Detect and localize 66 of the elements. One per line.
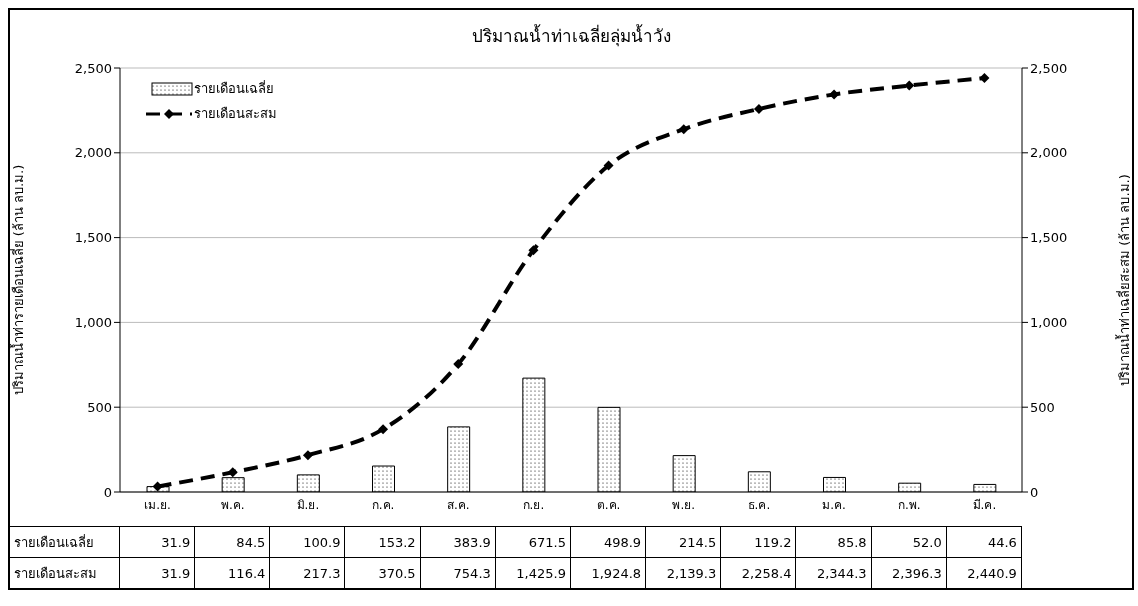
point <box>979 73 990 84</box>
x-tick-label: ธ.ค. <box>747 497 771 512</box>
data-label: 84.5 <box>195 527 271 557</box>
x-tick-label: มี.ค. <box>972 497 997 512</box>
y2-tick-label: 1,000 <box>1030 315 1068 331</box>
legend-label: รายเดือนเฉลี่ย <box>194 79 274 98</box>
x-tick-label: ต.ค. <box>596 497 621 512</box>
x-tick-label: พ.ย. <box>672 497 696 512</box>
point <box>904 80 915 91</box>
x-tick-label: ก.พ. <box>897 497 921 512</box>
x-tick-label: มิ.ย. <box>296 497 320 512</box>
data-label: 153.2 <box>345 527 421 557</box>
data-label: 2,258.4 <box>721 558 797 588</box>
point <box>378 424 389 435</box>
legend-label: รายเดือนสะสม <box>194 105 277 123</box>
data-label: 498.9 <box>570 527 647 557</box>
y2-tick-label: 2,500 <box>1030 60 1068 76</box>
data-label: 1,924.8 <box>570 558 647 588</box>
y2-tick-label: 1,500 <box>1030 230 1068 246</box>
point <box>453 359 464 370</box>
x-tick-label: พ.ค. <box>220 497 245 512</box>
x-tick-label: ก.ค. <box>371 497 395 512</box>
data-label: 52.0 <box>871 527 947 557</box>
data-label: 116.4 <box>195 558 271 588</box>
y-tick-label: 1,000 <box>74 315 112 331</box>
y-tick-label: 1,500 <box>74 230 112 246</box>
y2-tick-label: 500 <box>1030 399 1055 415</box>
data-label: 217.3 <box>270 558 346 588</box>
data-label: 2,396.3 <box>871 558 947 588</box>
data-label: 370.5 <box>345 558 421 588</box>
data-label: 383.9 <box>420 527 496 557</box>
data-label: 1,425.9 <box>495 558 571 588</box>
y-tick-label: 2,000 <box>74 145 112 161</box>
y-tick-label: 2,500 <box>74 60 112 76</box>
data-label: 2,440.9 <box>946 558 1022 588</box>
point <box>603 160 614 171</box>
x-tick-label: ส.ค. <box>446 497 470 512</box>
data-label: 2,344.3 <box>796 558 872 588</box>
data-label: 44.6 <box>946 527 1022 557</box>
text: รายเดือนเฉลี่ย <box>14 534 94 550</box>
point <box>152 481 163 492</box>
data-label: 31.9 <box>120 527 196 557</box>
point <box>678 124 689 135</box>
chart-title: ปริมาณน้ำท่าเฉลี่ยลุ่มน้ำวัง <box>470 23 672 49</box>
point <box>829 89 840 100</box>
data-label: 85.8 <box>796 527 872 557</box>
point <box>227 467 238 478</box>
y2-tick-label: 0 <box>1030 484 1039 500</box>
data-label: 671.5 <box>495 527 571 557</box>
y2-tick-label: 2,000 <box>1030 145 1068 161</box>
x-tick-label: ก.ย. <box>522 497 545 512</box>
data-label: 754.3 <box>420 558 496 588</box>
text: รายเดือนสะสม <box>14 565 97 581</box>
data-label: 31.9 <box>120 558 196 588</box>
x-tick-label: เม.ย. <box>144 497 171 512</box>
y2-axis-title: ปริมาณน้ำท่าเฉลี่ยสะสม (ล้าน ลบ.ม.) <box>1114 174 1132 386</box>
data-label: 214.5 <box>646 527 722 557</box>
y-tick-label: 500 <box>87 399 112 415</box>
x-tick-label: ม.ค. <box>822 497 846 512</box>
data-label: 100.9 <box>270 527 346 557</box>
data-label: 119.2 <box>721 527 797 557</box>
point <box>302 450 313 461</box>
y-tick-label: 0 <box>103 484 112 500</box>
point <box>528 245 539 256</box>
point <box>753 103 764 114</box>
data-label: 2,139.3 <box>646 558 722 588</box>
